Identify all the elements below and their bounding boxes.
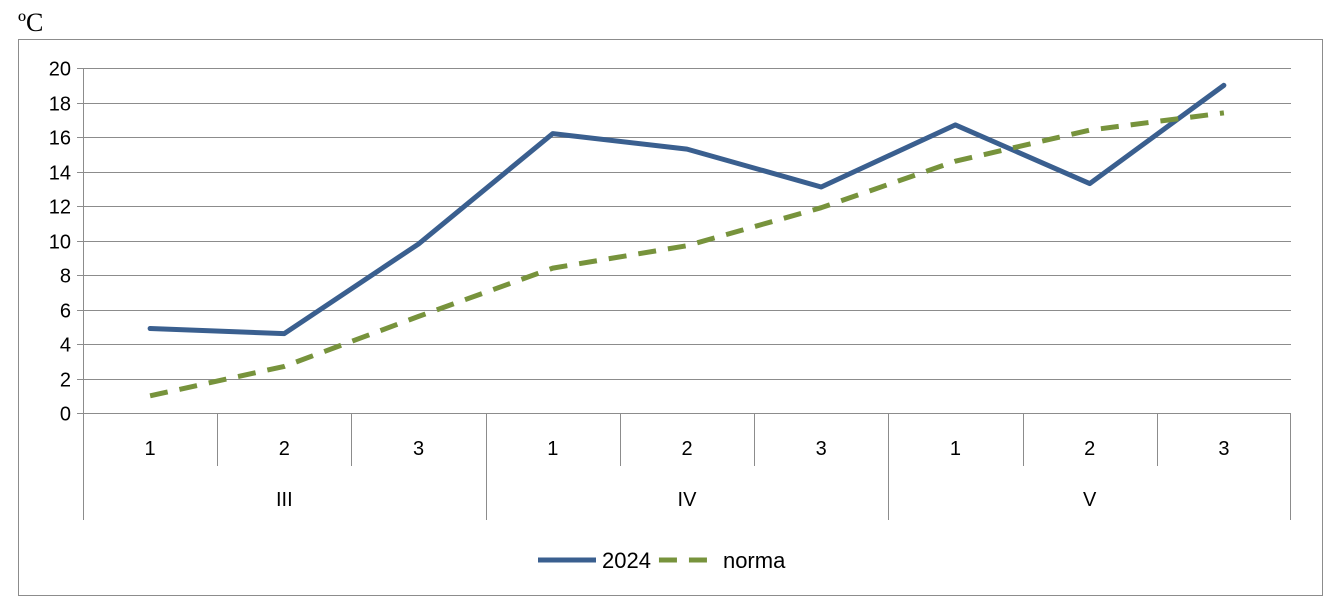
x-tick-label: 1 (145, 438, 156, 460)
y-tick-label-10: 10 (49, 232, 71, 254)
y-tick-label-18: 18 (49, 94, 71, 116)
x-tick-label: 3 (413, 438, 424, 460)
series-lines (147, 82, 1227, 399)
y-tick-label-0: 0 (60, 404, 71, 426)
y-tick-label-6: 6 (60, 301, 71, 323)
legend-label-1: norma (723, 548, 786, 573)
x-tick-label: 2 (681, 438, 692, 460)
y-tick-label-14: 14 (49, 163, 71, 185)
x-group-label: III (276, 489, 293, 511)
y-axis: 0 2 4 6 8 10 12 14 16 18 20 (49, 59, 83, 426)
gridlines (83, 68, 1291, 414)
y-tick-label-20: 20 (49, 59, 71, 81)
x-group-label: IV (678, 489, 698, 511)
x-tick-label: 1 (950, 438, 961, 460)
y-tick-label-4: 4 (60, 335, 71, 357)
series-line-0 (147, 82, 1227, 337)
y-tick-label-2: 2 (60, 370, 71, 392)
x-axis: 1 2 3 1 2 3 1 2 3 III IV V (83, 68, 1291, 520)
series-line-1 (149, 110, 1225, 399)
y-tick-label-16: 16 (49, 128, 71, 150)
legend: 2024 norma (538, 548, 786, 573)
x-tick-label: 1 (547, 438, 558, 460)
x-tick-label: 3 (1218, 438, 1229, 460)
chart-border (18, 39, 1323, 596)
legend-label-0: 2024 (602, 548, 651, 573)
unit-label: ºC (18, 8, 43, 37)
y-tick-label-8: 8 (60, 266, 71, 288)
x-tick-label: 2 (279, 438, 290, 460)
x-group-label: V (1083, 489, 1097, 511)
x-tick-label: 3 (816, 438, 827, 460)
x-tick-label: 2 (1084, 438, 1095, 460)
y-tick-label-12: 12 (49, 197, 71, 219)
